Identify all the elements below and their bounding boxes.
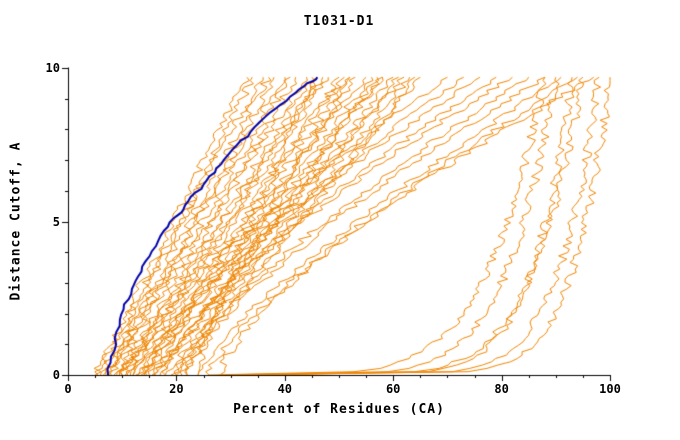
x-tick-label: 20: [169, 382, 184, 396]
x-tick-label: 60: [385, 382, 401, 396]
x-tick-label: 0: [64, 382, 72, 396]
x-tick-label: 100: [599, 382, 621, 396]
y-tick-label: 10: [45, 61, 60, 75]
x-tick-label: 40: [277, 382, 293, 396]
y-axis-label: Distance Cutoff, A: [8, 141, 24, 301]
x-axis-label: Percent of Residues (CA): [233, 402, 445, 417]
chart-title: T1031-D1: [303, 14, 375, 29]
y-tick-label: 5: [52, 214, 60, 229]
x-tick-label: 80: [494, 382, 509, 396]
y-tick-label: 0: [52, 368, 60, 382]
